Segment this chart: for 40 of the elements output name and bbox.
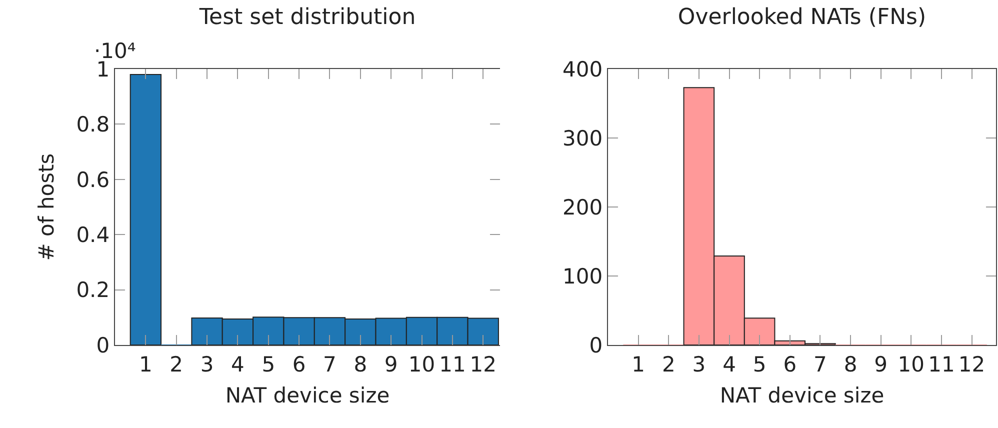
y-tick-label: 0 xyxy=(96,333,110,358)
y-tick-label: 0.6 xyxy=(76,168,110,192)
x-tick-label: 9 xyxy=(874,352,888,376)
x-tick-label: 3 xyxy=(200,352,214,376)
x-tick-label: 1 xyxy=(632,352,645,376)
x-tick-label: 5 xyxy=(262,352,276,376)
x-tick-label: 8 xyxy=(844,352,858,376)
y-tick-label: 0.4 xyxy=(76,222,110,247)
x-axis-title: NAT device size xyxy=(720,384,884,408)
x-tick-label: 6 xyxy=(783,352,797,376)
chart-title: Overlooked NATs (FNs) xyxy=(678,4,926,30)
x-tick-label: 1 xyxy=(138,352,152,376)
y-tick-label: 1 xyxy=(96,57,110,82)
y-tick-label: 400 xyxy=(562,57,603,82)
x-tick-label: 7 xyxy=(323,352,336,376)
x-tick-label: 12 xyxy=(958,352,986,376)
x-tick-label: 10 xyxy=(898,352,924,376)
chart-title: Test set distribution xyxy=(198,4,416,30)
x-tick-label: 12 xyxy=(470,352,496,376)
x-tick-label: 10 xyxy=(408,352,436,376)
x-tick-label: 11 xyxy=(439,352,466,376)
x-tick-label: 3 xyxy=(692,352,706,376)
y-tick-label: 0.2 xyxy=(76,278,110,302)
x-tick-label: 4 xyxy=(231,352,244,376)
y-tick-label: 200 xyxy=(562,195,603,220)
x-tick-label: 2 xyxy=(170,352,184,376)
x-tick-label: 9 xyxy=(384,352,398,376)
y-axis-title: # of hosts xyxy=(34,153,58,261)
x-tick-label: 8 xyxy=(354,352,368,376)
y-tick-label: 300 xyxy=(562,126,603,150)
x-axis-title: NAT device size xyxy=(225,384,390,408)
y-tick-label: 0.8 xyxy=(76,112,110,137)
y-tick-label: 0 xyxy=(589,333,603,358)
x-tick-label: 7 xyxy=(814,352,827,376)
y-tick-label: 100 xyxy=(562,264,603,288)
x-tick-label: 5 xyxy=(752,352,766,376)
x-tick-label: 11 xyxy=(928,352,955,376)
x-tick-label: 2 xyxy=(662,352,676,376)
x-tick-label: 4 xyxy=(722,352,736,376)
x-tick-label: 6 xyxy=(292,352,306,376)
